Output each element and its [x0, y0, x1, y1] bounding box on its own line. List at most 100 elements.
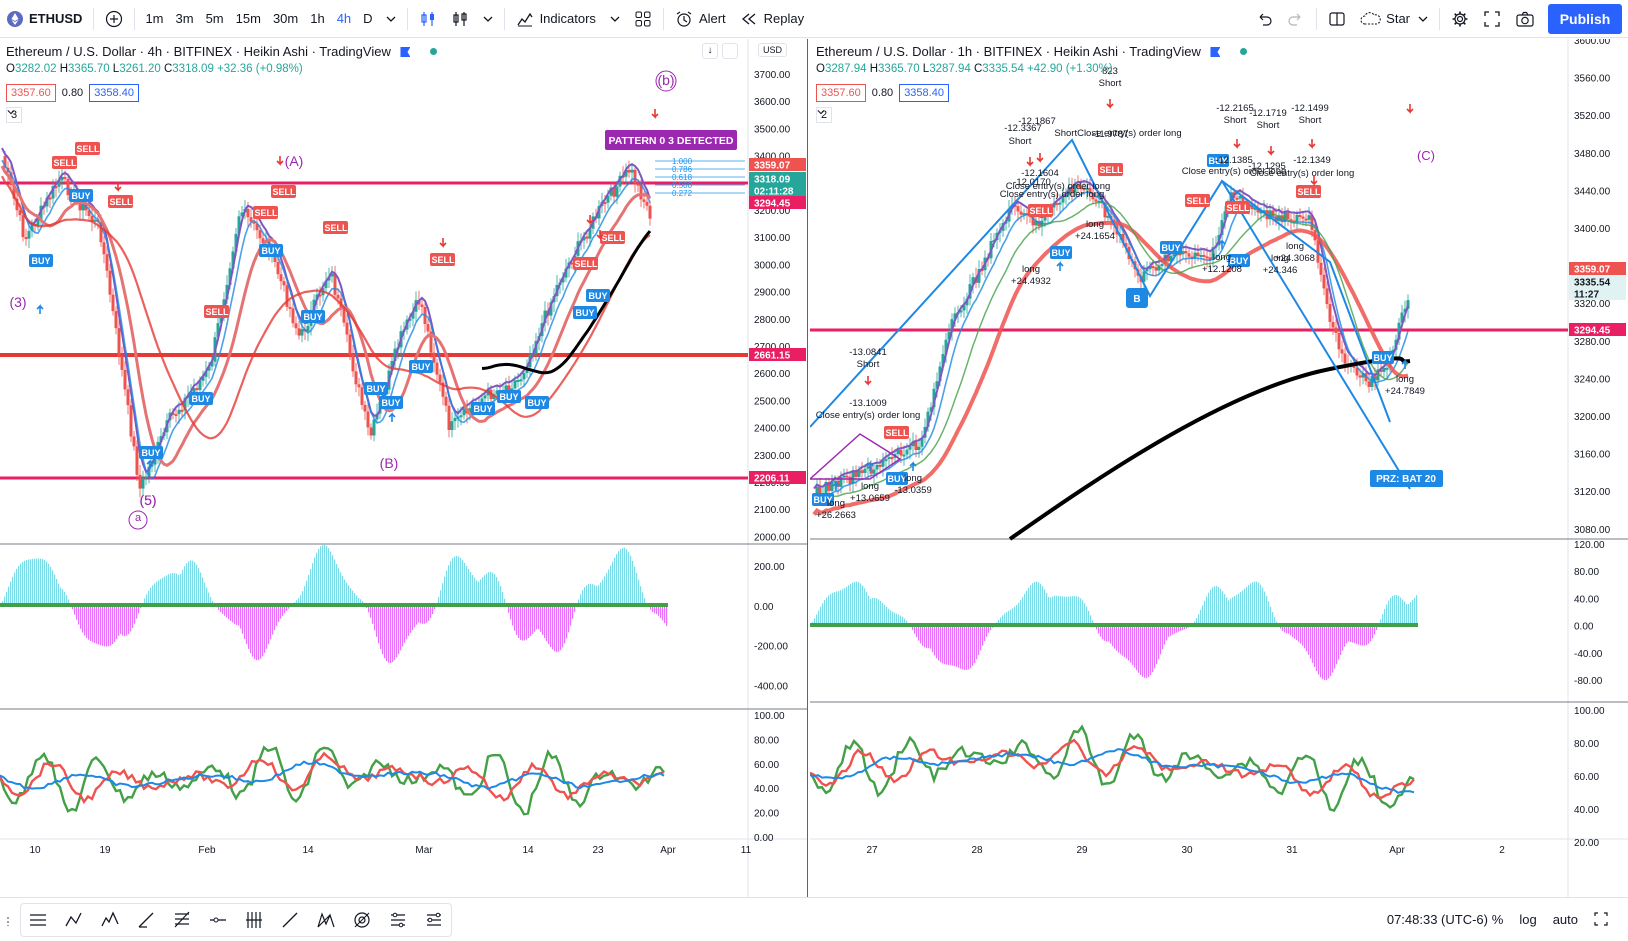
- timeframe-dropdown[interactable]: [379, 0, 403, 38]
- left-scroll-down-button[interactable]: ↓: [702, 43, 718, 59]
- oscillator-bar: [336, 563, 338, 605]
- trend-line-tool[interactable]: [279, 909, 301, 931]
- undo-button[interactable]: [1248, 0, 1280, 38]
- timeframe-30m[interactable]: 30m: [272, 11, 299, 26]
- oscillator-bar: [52, 570, 54, 605]
- trade-annotation: -12.1604: [1021, 168, 1059, 179]
- horizontal-ray-tool[interactable]: [207, 909, 229, 931]
- candle-body: [54, 186, 58, 189]
- left-indicators-toggle[interactable]: 3: [6, 107, 23, 123]
- flag-icon[interactable]: [1210, 47, 1221, 57]
- timeframe-5m[interactable]: 5m: [205, 11, 224, 26]
- price-range-tool[interactable]: [423, 909, 445, 931]
- left-chart-canvas[interactable]: 3700.003600.003500.003400.003300.003200.…: [0, 39, 808, 897]
- replay-button[interactable]: Replay: [733, 0, 811, 38]
- right-chart-title[interactable]: Ethereum / U.S. Dollar · 1h · BITFINEX ·…: [816, 44, 1248, 59]
- timeframe-1h[interactable]: 1h: [310, 11, 325, 26]
- flag-icon[interactable]: [400, 47, 411, 57]
- log-toggle[interactable]: log: [1519, 912, 1537, 927]
- candle-body: [63, 176, 67, 179]
- fullscreen-icon[interactable]: [1594, 912, 1608, 926]
- price-tick-label: 3320.00: [1574, 299, 1611, 310]
- fib-retracement-tool[interactable]: [171, 909, 193, 931]
- right-indicators-toggle[interactable]: 2: [816, 107, 833, 123]
- left-ask[interactable]: 3358.40: [89, 84, 139, 102]
- left-maximize-button[interactable]: [722, 43, 738, 59]
- trend-angle-tool[interactable]: [135, 909, 157, 931]
- oscillator-bar: [312, 563, 314, 605]
- wave-label: (5): [139, 492, 156, 508]
- cycle-tool[interactable]: [351, 909, 373, 931]
- indicators-dropdown[interactable]: [603, 0, 627, 38]
- timeframe-4h[interactable]: 4h: [336, 11, 352, 26]
- oscillator-bar: [602, 579, 604, 605]
- indicators-button[interactable]: Indicators: [509, 0, 603, 38]
- left-chart-pane[interactable]: 3700.003600.003500.003400.003300.003200.…: [0, 39, 808, 897]
- bar-type-button[interactable]: [444, 0, 476, 38]
- publish-button[interactable]: Publish: [1548, 4, 1622, 34]
- oscillator-bar: [654, 605, 656, 614]
- timeframe-15m[interactable]: 15m: [235, 11, 261, 26]
- templates-button[interactable]: [627, 0, 659, 38]
- alert-button[interactable]: Alert: [668, 0, 733, 38]
- bar-type-dropdown[interactable]: [476, 0, 500, 38]
- candle-body: [219, 314, 223, 324]
- candle-body: [3, 156, 7, 168]
- symbol-search[interactable]: ETHUSD: [0, 0, 89, 38]
- vertical-lines-tool[interactable]: [243, 909, 265, 931]
- timeframe-1m[interactable]: 1m: [145, 11, 164, 26]
- oscillator-bar: [344, 579, 346, 605]
- sell-signal: SELL: [431, 255, 455, 265]
- oscillator-bar: [76, 605, 78, 620]
- candle-body: [81, 203, 85, 211]
- left-currency-button[interactable]: USD: [758, 43, 788, 57]
- oscillator-bar: [184, 566, 186, 605]
- left-chart-title[interactable]: Ethereum / U.S. Dollar · 4h · BITFINEX ·…: [6, 44, 438, 59]
- star-button[interactable]: Star: [1353, 0, 1435, 38]
- percent-toggle[interactable]: %: [1491, 912, 1504, 927]
- oscillator-bar: [1132, 625, 1134, 665]
- bar-style-button[interactable]: [412, 0, 444, 38]
- candle-body: [354, 371, 358, 385]
- settings-button[interactable]: [1444, 0, 1476, 38]
- candle-body: [1184, 251, 1188, 254]
- layout-button[interactable]: [1321, 0, 1353, 38]
- candle-body: [836, 480, 840, 487]
- candle-body: [1142, 271, 1146, 282]
- oscillator-bar: [1086, 606, 1088, 625]
- drag-handle-icon[interactable]: [6, 916, 10, 926]
- oscillator-bar: [1258, 582, 1260, 625]
- fullscreen-button[interactable]: [1476, 0, 1508, 38]
- right-chart-pane[interactable]: 3600.00 3560.00 3520.00 3480.00 3440.00 3400.…: [810, 39, 1628, 897]
- price-tick-label: 2500.00: [754, 396, 791, 407]
- snapshot-button[interactable]: [1508, 0, 1542, 38]
- right-ask[interactable]: 3358.40: [899, 84, 949, 102]
- trade-annotation: -12.3367: [1004, 123, 1042, 134]
- candle-body: [1181, 251, 1185, 255]
- candle-body: [1307, 215, 1311, 220]
- candle-body: [1022, 213, 1026, 216]
- right-chart-canvas[interactable]: 3600.00 3560.00 3520.00 3480.00 3440.00 3400.…: [810, 39, 1628, 897]
- forecast-tool[interactable]: [387, 909, 409, 931]
- oscillator-bar: [570, 605, 572, 626]
- auto-toggle[interactable]: auto: [1552, 912, 1578, 927]
- left-bid[interactable]: 3357.60: [6, 84, 56, 102]
- long-arrow-icon: [1401, 359, 1409, 369]
- timeframe-D[interactable]: D: [363, 11, 373, 26]
- xabcd-tool[interactable]: [315, 909, 337, 931]
- oscillator-bar: [114, 605, 116, 642]
- horizontal-lines-tool[interactable]: [27, 909, 49, 931]
- price-badge: 2661.15: [754, 351, 791, 362]
- oscillator-bar: [566, 605, 568, 639]
- clock[interactable]: 07:48:33 (UTC-6): [1386, 912, 1488, 927]
- buy-signal: BUY: [261, 246, 280, 256]
- oscillator-bar: [514, 605, 516, 631]
- oscillator-bar: [12, 576, 14, 605]
- oscillator-bar: [454, 556, 456, 605]
- elliott-wave-tool[interactable]: [99, 909, 121, 931]
- redo-button[interactable]: [1280, 0, 1312, 38]
- pattern-tool[interactable]: [63, 909, 85, 931]
- right-bid[interactable]: 3357.60: [816, 84, 866, 102]
- timeframe-3m[interactable]: 3m: [175, 11, 194, 26]
- compare-button[interactable]: [98, 0, 130, 38]
